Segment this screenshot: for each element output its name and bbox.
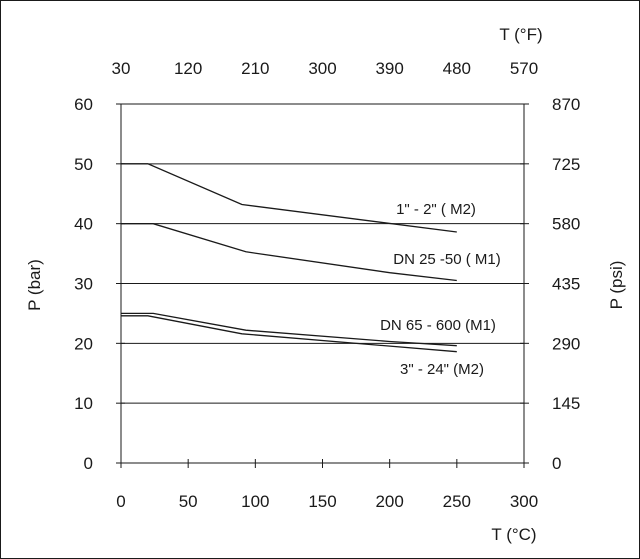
y-axis-title: P (bar) [25,259,44,311]
x2-tick-label-0: 30 [112,59,131,78]
x-tick-label-5: 250 [443,492,471,511]
x2-tick-label-3: 300 [308,59,336,78]
x-tick-label-3: 150 [308,492,336,511]
y2-tick-label-4: 580 [552,215,580,234]
series-label-2: DN 65 - 600 (M1) [380,317,496,334]
y2-tick-label-3: 435 [552,275,580,294]
x2-axis-title: T (°F) [499,25,542,44]
y-tick-label-5: 50 [74,155,93,174]
series-label-1: DN 25 -50 ( M1) [393,251,501,268]
x-tick-label-1: 50 [179,492,198,511]
x2-tick-label-1: 120 [174,59,202,78]
y2-axis-title: P (psi) [607,261,626,310]
y-tick-label-3: 30 [74,275,93,294]
y2-tick-label-5: 725 [552,155,580,174]
series-line-2 [121,312,457,347]
x2-tick-label-5: 480 [443,59,471,78]
x2-tick-label-2: 210 [241,59,269,78]
y2-tick-label-6: 870 [552,95,580,114]
x-tick-label-4: 200 [375,492,403,511]
x-axis-title: T (°C) [491,525,536,544]
x2-tick-label-6: 570 [510,59,538,78]
labels-layer: 0 10 20 30 40 50 60 0 145 290 435 580 725 870 0 50 100 15… [74,59,580,511]
series-label-3: 3" - 24" (M2) [400,361,484,378]
y-tick-label-6: 60 [74,95,93,114]
y2-tick-label-2: 290 [552,334,580,353]
series-label-0: 1" - 2" ( M2) [396,201,476,218]
y-tick-label-2: 20 [74,334,93,353]
series-line-1 [121,223,457,282]
y-tick-label-0: 0 [84,454,93,473]
y2-tick-label-0: 0 [552,454,561,473]
series-line-3 [121,315,457,353]
y-tick-label-1: 10 [74,394,93,413]
x-tick-label-0: 0 [116,492,125,511]
x2-tick-label-4: 390 [375,59,403,78]
series-layer [121,163,457,353]
series-line-0 [121,163,457,233]
x-tick-label-6: 300 [510,492,538,511]
grid-layer [121,103,524,404]
y-tick-label-4: 40 [74,215,93,234]
x-tick-label-2: 100 [241,492,269,511]
y2-tick-label-1: 145 [552,394,580,413]
